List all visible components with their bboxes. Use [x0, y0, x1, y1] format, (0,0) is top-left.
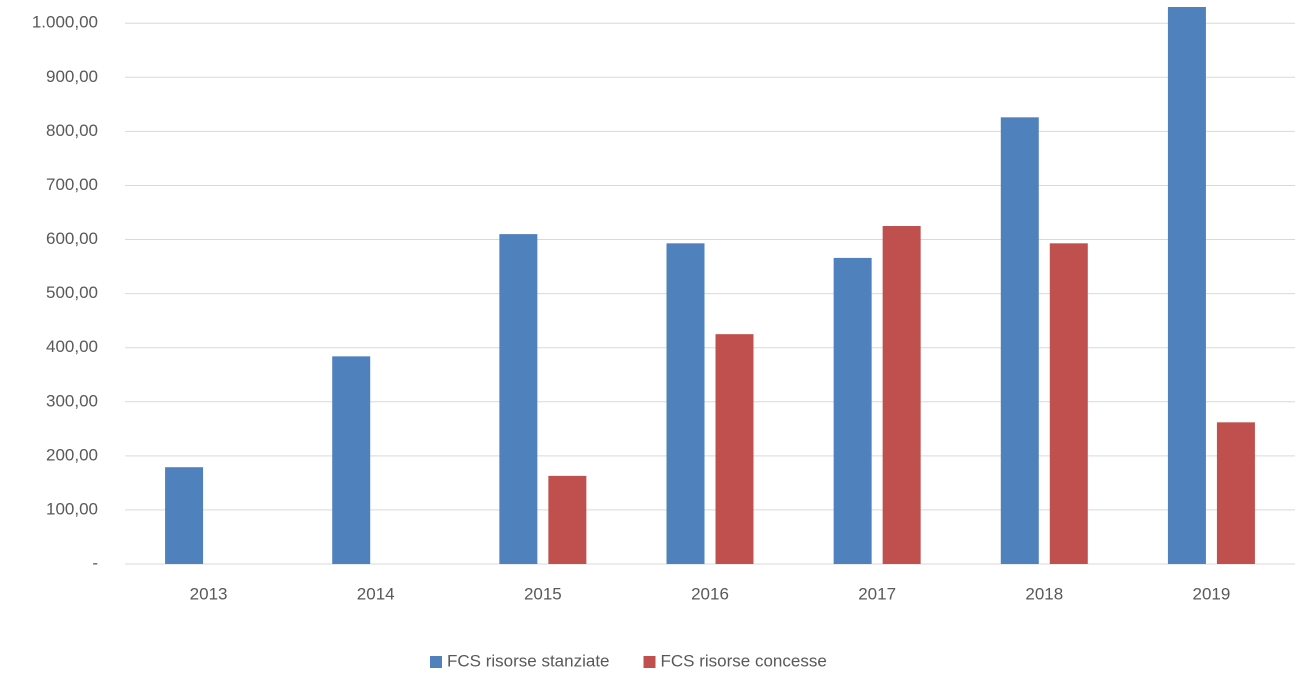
legend-swatch	[430, 656, 442, 668]
y-tick-label: -	[92, 553, 98, 572]
bar	[882, 226, 921, 564]
bar	[1167, 7, 1206, 564]
bar	[715, 334, 754, 564]
legend-swatch	[643, 656, 656, 668]
y-tick-label: 100,00	[46, 499, 98, 518]
y-tick-label: 600,00	[46, 229, 98, 248]
y-tick-label: 500,00	[46, 283, 98, 302]
bar	[1049, 243, 1088, 565]
x-tick-label: 2017	[858, 584, 896, 603]
legend-label: FCS risorse stanziate	[447, 651, 610, 670]
y-tick-label: 800,00	[46, 121, 98, 140]
x-tick-label: 2013	[190, 584, 228, 603]
bar	[332, 356, 371, 564]
bar	[833, 257, 872, 564]
y-tick-label: 400,00	[46, 337, 98, 356]
y-tick-label: 900,00	[46, 67, 98, 86]
bar	[499, 234, 538, 564]
bar	[1000, 117, 1039, 564]
y-tick-label: 700,00	[46, 175, 98, 194]
y-tick-label: 200,00	[46, 445, 98, 464]
x-tick-label: 2014	[357, 584, 395, 603]
bar	[548, 475, 587, 564]
y-tick-label: 300,00	[46, 391, 98, 410]
bar	[1216, 422, 1255, 564]
legend-label: FCS risorse concesse	[661, 651, 827, 670]
bar	[666, 243, 705, 565]
y-tick-label: 1.000,00	[32, 13, 98, 32]
x-tick-label: 2019	[1193, 584, 1231, 603]
x-tick-label: 2015	[524, 584, 562, 603]
x-tick-label: 2016	[691, 584, 729, 603]
bar	[165, 467, 204, 564]
x-tick-label: 2018	[1025, 584, 1063, 603]
